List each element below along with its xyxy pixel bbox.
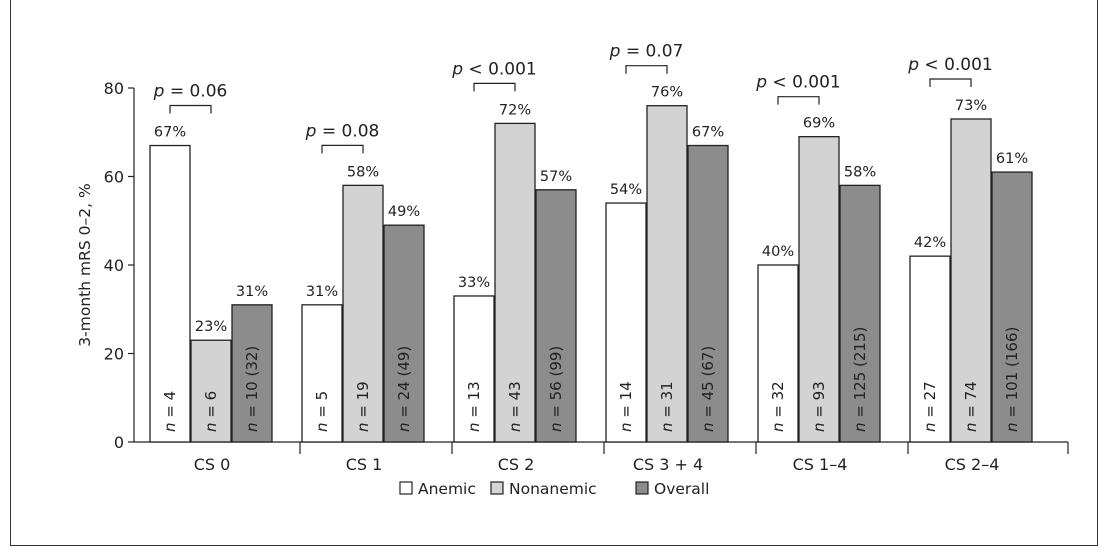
bar-value-label: 31% — [306, 284, 338, 300]
bar-nonanemic — [950, 118, 992, 443]
p-value-label: p = 0.06 — [153, 82, 228, 102]
x-category-label: CS 3 + 4 — [633, 455, 703, 474]
bar-value-label: 67% — [154, 125, 186, 141]
bar-anemic — [301, 304, 343, 443]
bar-n-label: n = 31 — [658, 381, 676, 432]
bar-value-label: 58% — [347, 164, 379, 180]
legend-label-nonanemic: Nonanemic — [509, 480, 597, 498]
legend-label-anemic: Anemic — [418, 480, 476, 498]
legend-swatch-anemic — [399, 481, 413, 495]
bar-n-label: n = 24 (49) — [395, 346, 413, 432]
bar-n-label: n = 93 — [810, 381, 828, 432]
bar-overall — [535, 189, 577, 443]
bar-value-label: 42% — [914, 235, 946, 251]
bar-n-label: n = 45 (67) — [699, 346, 717, 432]
bar-value-label: 67% — [692, 125, 724, 141]
bar-value-label: 58% — [844, 164, 876, 180]
bar-anemic — [909, 255, 951, 443]
bar-overall — [231, 304, 273, 443]
bar-value-label: 54% — [610, 182, 642, 198]
y-tick-label: 80 — [104, 79, 124, 98]
bar-anemic — [757, 264, 799, 443]
bar-n-label: n = 19 — [354, 381, 372, 432]
p-value-bracket — [625, 65, 668, 74]
x-category-label: CS 2–4 — [945, 455, 1000, 474]
bar-anemic — [453, 295, 495, 443]
bar-value-label: 33% — [458, 275, 490, 291]
bar-n-label: n = 43 — [506, 381, 524, 432]
p-value-bracket — [321, 144, 364, 154]
bar-n-label: n = 56 (99) — [547, 346, 565, 432]
bar-value-label: 40% — [762, 244, 794, 260]
y-tick-label: 0 — [114, 433, 124, 452]
bar-value-label: 49% — [388, 204, 420, 220]
p-value-bracket — [169, 104, 212, 114]
bar-n-label: n = 101 (166) — [1003, 327, 1021, 432]
bar-overall — [991, 171, 1033, 443]
bar-value-label: 61% — [996, 151, 1028, 167]
p-value-label: p = 0.07 — [609, 42, 684, 62]
bar-n-label: n = 125 (215) — [851, 327, 869, 432]
bar-nonanemic — [342, 184, 384, 443]
legend-swatch-nonanemic — [490, 481, 504, 495]
bar-n-label: n = 4 — [161, 391, 179, 432]
x-category-label: CS 2 — [498, 455, 535, 474]
bar-overall — [383, 224, 425, 443]
y-tick-label: 60 — [104, 168, 124, 187]
bar-n-label: n = 13 — [465, 381, 483, 432]
bar-value-label: 31% — [236, 284, 268, 300]
bar-value-label: 76% — [651, 85, 683, 101]
bar-anemic — [605, 202, 647, 443]
bar-n-label: n = 10 (32) — [243, 346, 261, 432]
bar-n-label: n = 5 — [313, 391, 331, 432]
bar-n-label: n = 74 — [962, 381, 980, 432]
bar-nonanemic — [798, 136, 840, 443]
bar-n-label: n = 6 — [202, 391, 220, 432]
p-value-label: p = 0.08 — [305, 121, 380, 141]
bar-nonanemic — [646, 105, 688, 443]
p-value-bracket — [777, 96, 820, 105]
bar-value-label: 69% — [803, 116, 835, 132]
bar-value-label: 72% — [499, 102, 531, 118]
y-tick-label: 20 — [104, 345, 124, 364]
y-tick-label: 40 — [104, 256, 124, 275]
bar-anemic — [149, 144, 191, 443]
bar-overall — [839, 184, 881, 443]
legend-swatch-overall — [635, 481, 649, 495]
p-value-label: p < 0.001 — [907, 55, 993, 75]
bar-value-label: 57% — [540, 169, 572, 185]
bar-n-label: n = 27 — [921, 381, 939, 432]
x-category-label: CS 1–4 — [793, 455, 848, 474]
p-value-bracket — [929, 78, 972, 87]
bar-n-label: n = 32 — [769, 381, 787, 432]
x-category-label: CS 0 — [194, 455, 231, 474]
y-axis-title: 3-month mRS 0–2, % — [76, 183, 94, 346]
p-value-bracket — [473, 82, 516, 92]
bar-nonanemic — [190, 339, 232, 443]
bar-value-label: 23% — [195, 319, 227, 335]
p-value-label: p < 0.001 — [451, 59, 537, 79]
bar-n-label: n = 14 — [617, 381, 635, 432]
figure-frame — [10, 0, 1098, 546]
legend-label-overall: Overall — [654, 480, 709, 498]
p-value-label: p < 0.001 — [755, 73, 841, 93]
bar-nonanemic — [494, 122, 536, 443]
x-category-label: CS 1 — [346, 455, 383, 474]
bar-overall — [687, 144, 729, 443]
bar-value-label: 73% — [955, 98, 987, 114]
